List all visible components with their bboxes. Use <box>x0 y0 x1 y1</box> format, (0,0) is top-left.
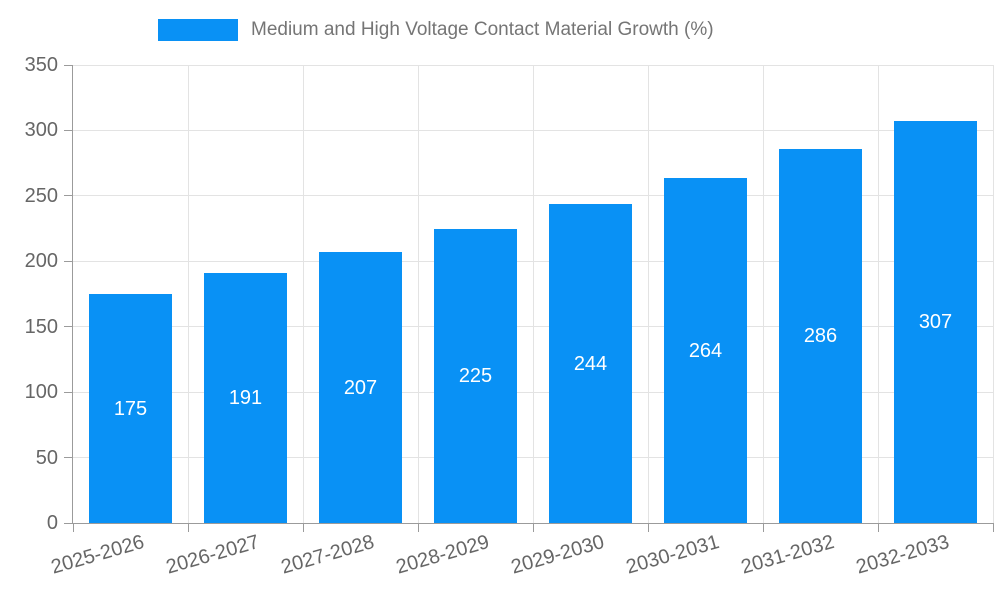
gridline-vertical <box>647 65 649 523</box>
y-axis-tick-label: 50 <box>35 446 58 469</box>
y-axis-line <box>72 65 73 523</box>
bar-value-label: 264 <box>688 339 723 362</box>
x-axis-tick <box>187 524 189 532</box>
bar[interactable]: 191 <box>204 273 287 523</box>
bar-value-label: 175 <box>113 397 148 420</box>
x-axis-tick <box>647 524 649 532</box>
y-axis-tick <box>64 391 72 393</box>
y-axis-tick <box>64 457 72 459</box>
x-axis-tick <box>302 524 304 532</box>
gridline-vertical <box>302 65 304 523</box>
y-axis-tick-label: 250 <box>24 184 58 207</box>
y-axis-tick <box>64 326 72 328</box>
x-axis-line <box>64 523 994 524</box>
x-axis-tick <box>762 524 764 532</box>
gridline-vertical <box>187 65 189 523</box>
bar[interactable]: 244 <box>549 204 632 523</box>
bar-value-label: 286 <box>803 325 838 347</box>
x-axis-tick-label: 2031-2032 <box>738 531 837 579</box>
y-axis-tick <box>64 260 72 262</box>
bar[interactable]: 286 <box>779 149 862 523</box>
x-axis-tick-label: 2028-2029 <box>393 531 492 579</box>
x-axis-tick-label: 2026-2027 <box>163 531 262 579</box>
gridline-vertical <box>532 65 534 523</box>
x-axis-tick-label: 2027-2028 <box>278 531 377 579</box>
y-axis-tick <box>64 129 72 131</box>
legend-label: Medium and High Voltage Contact Material… <box>251 19 714 40</box>
gridline-vertical <box>762 65 764 523</box>
gridline-vertical <box>992 65 994 523</box>
bar[interactable]: 307 <box>894 121 977 523</box>
x-axis-tick <box>532 524 534 532</box>
gridline-vertical <box>417 65 419 523</box>
bar-value-label: 307 <box>918 311 953 333</box>
y-axis-tick-label: 150 <box>24 315 58 338</box>
x-axis-tick-label: 2025-2026 <box>48 531 147 579</box>
y-axis-tick-label: 300 <box>24 119 58 142</box>
plot-area: 175 191 207 225 244 264 286 307 <box>64 64 994 532</box>
y-axis-tick <box>64 195 72 197</box>
bar[interactable]: 207 <box>319 252 402 523</box>
gridline-vertical <box>877 65 879 523</box>
bar[interactable]: 225 <box>434 229 517 523</box>
y-axis-tick <box>64 64 72 66</box>
x-axis-tick-label: 2029-2030 <box>508 531 607 579</box>
x-axis-tick <box>417 524 419 532</box>
x-axis-tick-label: 2032-2033 <box>853 531 952 579</box>
x-axis-tick <box>877 524 879 532</box>
bar-value-label: 244 <box>573 352 608 375</box>
bar[interactable]: 175 <box>89 294 172 523</box>
x-axis-tick <box>72 524 74 532</box>
bar-value-label: 225 <box>458 365 493 387</box>
y-axis-tick-label: 0 <box>46 512 58 534</box>
x-axis-tick-label: 2030-2031 <box>623 531 722 579</box>
legend-swatch-icon <box>158 19 238 41</box>
bar[interactable]: 264 <box>664 178 747 523</box>
y-axis-tick <box>64 522 72 524</box>
y-axis-tick-label: 350 <box>24 54 58 76</box>
bar-value-label: 191 <box>228 387 263 409</box>
x-axis-tick <box>992 524 994 532</box>
bar-value-label: 207 <box>343 376 378 399</box>
y-axis-tick-label: 100 <box>24 381 58 404</box>
legend-item[interactable]: Medium and High Voltage Contact Material… <box>158 19 714 41</box>
y-axis-tick-label: 200 <box>24 250 58 273</box>
